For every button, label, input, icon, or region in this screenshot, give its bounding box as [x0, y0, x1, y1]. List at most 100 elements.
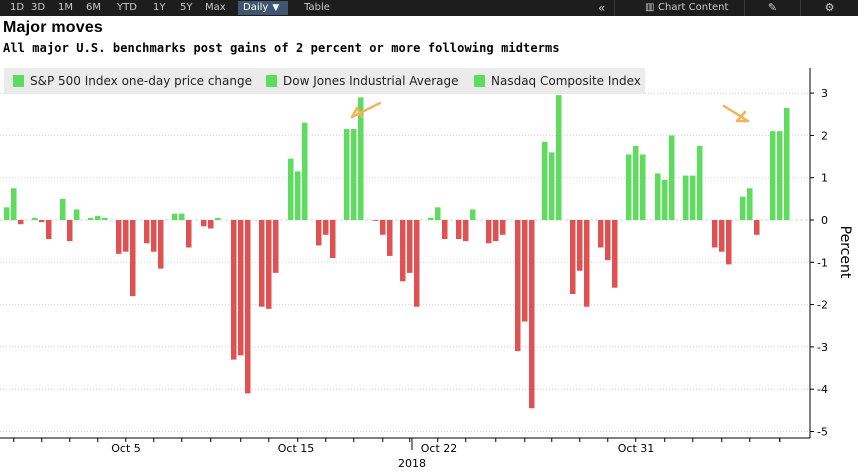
bar	[770, 131, 776, 220]
y-axis: 3 2 1 0 -1 -2 -3 -4 -5	[809, 68, 828, 439]
bar	[95, 215, 101, 220]
bar	[245, 220, 251, 394]
bar	[323, 220, 329, 235]
range-1d[interactable]: 1D	[10, 2, 25, 13]
x-axis-year-label: 2018	[398, 457, 426, 470]
gear-icon[interactable]: ⚙	[800, 0, 858, 16]
chart-content-button[interactable]: ▥ Chart Content	[614, 0, 744, 16]
bar	[612, 220, 618, 288]
bar	[186, 220, 192, 248]
bar	[522, 220, 528, 322]
bar	[116, 220, 122, 254]
legend-label: Nasdaq Composite Index	[491, 74, 641, 88]
bar	[67, 220, 73, 242]
legend-label: S&P 500 Index one-day price change	[30, 74, 252, 88]
double-chevron-left-icon[interactable]: «	[598, 1, 606, 15]
bar	[683, 175, 689, 220]
x-tick-label: Oct 5	[111, 442, 141, 455]
bar	[358, 97, 364, 220]
y-tick-label: 3	[821, 87, 828, 100]
bar	[60, 198, 66, 220]
table-button[interactable]: Table	[304, 2, 330, 13]
chart-content-label: Chart Content	[658, 2, 729, 13]
bar	[39, 220, 45, 223]
legend-swatch	[266, 75, 277, 87]
bar	[316, 220, 322, 246]
bar	[605, 220, 611, 261]
bar	[130, 220, 136, 297]
x-tick-label: Oct 22	[421, 442, 458, 455]
x-tick-label: Oct 31	[618, 442, 655, 455]
range-6m[interactable]: 6M	[86, 2, 101, 13]
bar	[151, 220, 157, 252]
bar	[584, 220, 590, 307]
bar	[740, 196, 746, 220]
bar	[266, 220, 272, 309]
chart-legend: S&P 500 Index one-day price change Dow Jo…	[4, 68, 645, 94]
bar	[407, 220, 413, 273]
range-3d[interactable]: 3D	[31, 2, 46, 13]
bar	[123, 220, 129, 252]
bar	[208, 220, 214, 229]
bar	[144, 220, 150, 244]
chart-toolbar: 1D 3D 1M 6M YTD 1Y 5Y Max Daily ▼ Table « ▥ Char…	[0, 0, 858, 16]
range-1m[interactable]: 1M	[58, 2, 73, 13]
bar	[330, 220, 336, 259]
bar	[655, 173, 661, 220]
bar	[373, 220, 379, 221]
bar	[697, 145, 703, 220]
caret-down-icon: ▼	[272, 3, 280, 13]
bar	[777, 131, 783, 220]
bar	[380, 220, 386, 235]
bar	[726, 220, 732, 265]
annotation-arrow	[350, 101, 382, 119]
bar	[158, 220, 164, 269]
bar	[302, 122, 308, 220]
bar	[201, 220, 207, 227]
bar	[74, 209, 80, 220]
range-ytd[interactable]: YTD	[117, 2, 137, 13]
bar	[719, 220, 725, 252]
bar-chart-icon: ▥	[645, 2, 655, 13]
y-tick-label: -2	[817, 299, 828, 312]
bar	[238, 220, 244, 356]
bar	[549, 152, 555, 220]
bar	[640, 154, 646, 220]
bar	[493, 220, 499, 242]
bar	[102, 217, 108, 220]
bar	[515, 220, 521, 352]
frequency-dropdown[interactable]: Daily ▼	[238, 1, 288, 15]
frequency-label: Daily	[243, 2, 269, 13]
y-tick-label: -1	[817, 256, 828, 269]
bars	[4, 95, 790, 409]
bar	[259, 220, 265, 307]
bar	[712, 220, 718, 248]
range-1y[interactable]: 1Y	[153, 2, 166, 13]
bar	[463, 220, 469, 242]
y-tick-label: -3	[817, 341, 828, 354]
bar	[754, 220, 760, 235]
bar	[570, 220, 576, 295]
y-axis-label: Percent	[837, 226, 853, 279]
bar	[662, 179, 668, 220]
bar	[747, 188, 753, 220]
range-max[interactable]: Max	[205, 2, 226, 13]
bar	[400, 220, 406, 282]
bar	[4, 207, 10, 220]
bar	[351, 129, 357, 220]
legend-label: Dow Jones Industrial Average	[283, 74, 459, 88]
y-tick-label: -5	[817, 426, 828, 439]
range-5y[interactable]: 5Y	[180, 2, 193, 13]
bar	[46, 220, 52, 240]
annotations	[350, 101, 750, 123]
bar	[32, 217, 38, 220]
y-tick-label: -4	[817, 383, 828, 396]
x-tick-label: Oct 15	[278, 442, 315, 455]
bar	[172, 213, 178, 220]
x-axis: Oct 5 Oct 15 Oct 22 Oct 31	[0, 437, 810, 455]
pencil-icon[interactable]: ✎	[744, 0, 800, 16]
legend-swatch	[13, 75, 24, 87]
bar	[273, 220, 279, 273]
bar	[633, 145, 639, 220]
bar	[295, 171, 301, 220]
